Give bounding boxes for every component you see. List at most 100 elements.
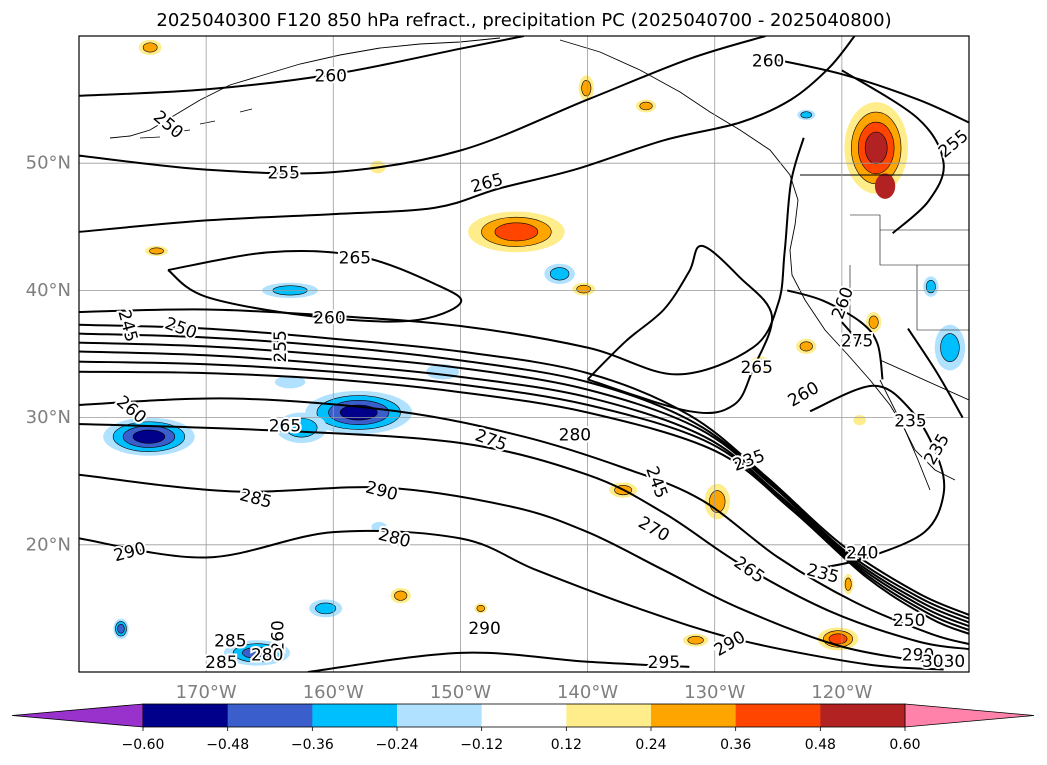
- precip-anomaly-9-level-1: [925, 280, 936, 294]
- colorbar-tick-label: −0.12: [460, 737, 503, 753]
- colorbar-tick-label: −0.36: [291, 737, 334, 753]
- precip-anomaly-19-level-1: [576, 284, 592, 294]
- contour-275-22: [841, 321, 862, 345]
- contour-label-12: 275: [841, 331, 873, 351]
- colorbar-tick-label: −0.60: [122, 737, 165, 753]
- contour-label-0: 260: [315, 67, 347, 87]
- contour-label-10: 255: [271, 330, 291, 362]
- contour-label-36: 280: [251, 645, 283, 665]
- contour-275-6: [79, 397, 969, 645]
- coastline-alaska: [109, 37, 501, 139]
- precip-anomaly-4-level-3: [864, 131, 888, 165]
- contour-label-38: 295: [648, 653, 680, 673]
- contour-label-39: 290: [902, 645, 934, 665]
- islands-aleutian: [139, 108, 253, 139]
- precip-anomaly-18-level-1: [799, 341, 813, 352]
- precip-anomaly-33-level-1: [687, 635, 704, 645]
- contour-label-28: 240: [846, 544, 878, 564]
- precip-anomaly-1-level-3: [339, 404, 378, 421]
- chart-title: 2025040300 F120 850 hPa refract., precip…: [156, 10, 891, 31]
- contour-250-1: [79, 332, 969, 620]
- y-tick-label: 30°N: [26, 407, 71, 428]
- contour-260-13: [765, 56, 969, 124]
- precip-anomaly-16-level-1: [639, 101, 653, 111]
- colorbar-segment-5: [566, 704, 652, 727]
- contour-label-34: 285: [214, 631, 246, 651]
- precip-anomaly-31-level-1: [800, 111, 813, 119]
- contour-label-40: 3030: [922, 652, 965, 672]
- map-background: [79, 36, 969, 672]
- contour-255-2: [79, 341, 969, 624]
- precip-anomaly-24-level-0: [371, 521, 387, 533]
- contour-255-11: [79, 36, 766, 175]
- contour-285-8: [79, 473, 944, 666]
- colorbar-segment-6: [651, 704, 737, 727]
- contour-label-31: 260: [269, 620, 289, 652]
- precip-anomaly-15-level-1: [581, 80, 592, 97]
- x-tick-label: 130°W: [684, 682, 745, 703]
- precip-anomaly-13-level-1: [315, 602, 337, 615]
- contour-240-19: [907, 328, 964, 419]
- y-tick-label: 20°N: [26, 534, 71, 555]
- colorbar-tick-label: 0.48: [805, 737, 836, 753]
- contour-label-13: 265: [740, 358, 772, 378]
- colorbar-extend-low: [11, 703, 144, 728]
- colorbar-segment-2: [312, 704, 398, 727]
- colorbar-segment-4: [481, 704, 567, 727]
- graticule-grid: [79, 36, 969, 672]
- border-us-mexico: [879, 359, 969, 401]
- colorbar-extend-high: [904, 703, 1035, 728]
- precip-anomaly-10-level-1: [709, 490, 726, 513]
- precip-anomaly-14-level-1: [394, 590, 408, 601]
- contour-295-10: [307, 651, 690, 672]
- precip-anomaly-29-level-1: [868, 315, 879, 329]
- contour-265-4: [79, 360, 969, 631]
- precip-anomaly-0-level-3: [132, 429, 166, 444]
- x-tick-label: 170°W: [176, 682, 237, 703]
- contour-label-20: 280: [559, 425, 591, 445]
- contour-270-5: [79, 370, 969, 635]
- coastline-alaska-panhandle: [559, 39, 799, 201]
- contour-245-0: [79, 323, 969, 616]
- contour-260-3: [79, 350, 969, 628]
- contour-260-12: [79, 36, 525, 97]
- contour-280-7: [79, 423, 969, 651]
- x-tick-label: 160°W: [303, 682, 364, 703]
- contour-label-7: 260: [313, 308, 345, 328]
- colorbar-tick-label: −0.48: [206, 737, 249, 753]
- precip-anomaly-3-level-2: [494, 222, 539, 242]
- contour-260-16: [79, 137, 805, 376]
- precip-anomaly-25-level-1: [844, 577, 852, 591]
- colorbar-segment-7: [735, 704, 821, 727]
- precip-anomaly-27-level-1: [476, 604, 485, 612]
- colorbar-tick-label: 0.60: [889, 737, 920, 753]
- precip-anomaly-30-level-0: [853, 415, 867, 426]
- x-tick-label: 140°W: [557, 682, 618, 703]
- precip-anomaly-11-level-2: [828, 633, 848, 645]
- state-borders: [849, 214, 969, 345]
- y-tick-label: 40°N: [26, 280, 71, 301]
- colorbar-segment-1: [227, 704, 313, 727]
- refractivity-contours: [79, 36, 969, 672]
- contour-label-37: 285: [205, 653, 237, 673]
- contour-290-9: [79, 529, 944, 671]
- precip-anomaly-5-level-0: [874, 173, 896, 199]
- precip-anomaly-8-level-1: [940, 333, 960, 363]
- contour-label-16: 265: [269, 417, 301, 437]
- longitude-tick-labels: 170°W 160°W 150°W 140°W 130°W 120°W: [176, 682, 873, 703]
- contour-265-17: [586, 244, 773, 415]
- map-frame: [78, 35, 970, 673]
- precip-anomaly-26-level-1: [142, 42, 158, 53]
- precip-anomaly-21-level-0: [274, 375, 306, 389]
- colorbar-tick-label: −0.24: [376, 737, 419, 753]
- x-tick-label: 150°W: [430, 682, 491, 703]
- contour-235-18: [809, 384, 946, 569]
- precip-anomaly-7-level-1: [549, 267, 570, 281]
- contour-265-14: [79, 36, 856, 233]
- x-tick-label: 120°W: [811, 682, 872, 703]
- precip-anomaly-17-level-1: [149, 247, 164, 255]
- latitude-tick-labels: 20°N 30°N 40°N 50°N: [26, 153, 71, 556]
- contour-label-1: 260: [752, 51, 784, 71]
- contour-label-17: 235: [894, 411, 926, 431]
